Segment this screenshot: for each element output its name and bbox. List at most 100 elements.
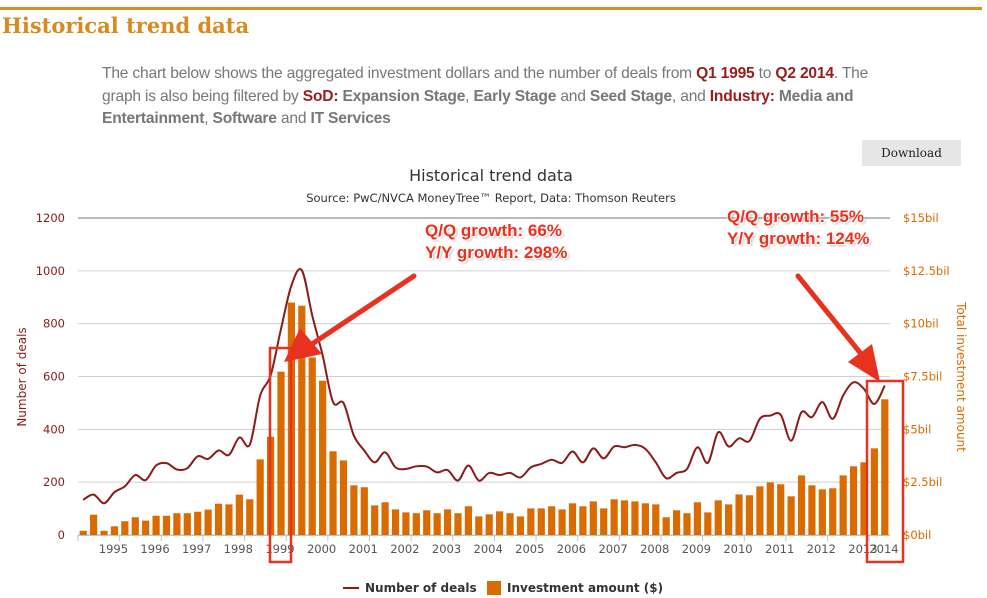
x-tick-label: 1996	[140, 542, 169, 556]
x-tick-label: 1995	[99, 542, 128, 556]
investment-bar	[475, 516, 483, 535]
x-tick-label: 1997	[182, 542, 211, 556]
arrow-icon	[795, 273, 880, 382]
investment-bar	[194, 511, 202, 535]
investment-bar	[298, 305, 306, 535]
investment-bar	[537, 508, 545, 535]
sod-early: Early Stage	[473, 87, 557, 105]
investment-bar	[162, 515, 171, 535]
investment-bar	[641, 503, 649, 535]
investment-bar	[246, 499, 254, 535]
investment-bar	[683, 513, 691, 535]
intro-text: ,	[204, 110, 213, 127]
industry-it: IT Services	[310, 110, 391, 127]
end-quarter: Q2 2014	[775, 65, 834, 82]
investment-bar	[870, 448, 878, 535]
intro-text: ,	[465, 87, 474, 105]
y2-tick-label: $5bil	[903, 422, 931, 436]
investment-bar	[79, 530, 87, 535]
legend-item-investment[interactable]: Investment amount ($)	[487, 581, 663, 595]
investment-bar	[454, 513, 462, 535]
legend-label-deals: Number of deals	[365, 581, 477, 595]
investment-bar	[423, 510, 431, 535]
investment-bar	[568, 503, 577, 535]
investment-bar	[319, 380, 327, 535]
investment-bar	[777, 484, 785, 535]
annotation-1999: Q/Q growth: 66% Y/Y growth: 298%	[425, 220, 567, 264]
investment-bar	[672, 510, 681, 535]
y2-axis-title: Total investment amount	[954, 301, 968, 452]
investment-bar	[735, 494, 743, 535]
x-tick-label: 2009	[682, 542, 711, 556]
investment-bar	[579, 506, 587, 535]
legend-bar-swatch	[487, 581, 501, 595]
legend-item-deals[interactable]: Number of deals	[343, 581, 477, 595]
investment-bar	[589, 501, 597, 535]
investment-bar	[558, 509, 566, 535]
investment-bar	[693, 502, 702, 535]
deals-line	[82, 268, 886, 505]
investment-bar	[204, 509, 212, 535]
x-tick-label: 2007	[598, 542, 627, 556]
investment-bar	[881, 399, 889, 535]
investment-bar	[183, 513, 191, 535]
investment-bar	[506, 513, 514, 535]
x-tick-label: 2004	[474, 542, 503, 556]
investment-bar	[412, 513, 420, 535]
y2-tick-label: $7.5bil	[903, 370, 942, 384]
investment-bar	[142, 520, 150, 535]
intro-text: . The graph is also being filtered by	[102, 65, 869, 105]
investment-bar	[704, 512, 712, 535]
annotation-yy-growth: Y/Y growth: 124%	[727, 229, 870, 248]
investment-bar	[860, 462, 868, 535]
x-tick-label: 2013	[848, 542, 877, 556]
x-tick-label: 2003	[432, 542, 461, 556]
x-tick-label: 1999	[265, 542, 294, 556]
y-tick-label: 1200	[36, 211, 65, 225]
investment-bar	[714, 500, 722, 535]
top-rule	[0, 7, 982, 10]
investment-bar	[787, 496, 795, 535]
investment-bar	[527, 508, 535, 535]
investment-bar	[620, 500, 629, 535]
arrow-icon	[284, 273, 417, 362]
investment-bar	[329, 451, 337, 535]
intro-text: to	[754, 65, 776, 82]
x-tick-label: 2001	[349, 542, 378, 556]
chart-subtitle: Source: PwC/NVCA MoneyTree™ Report, Data…	[306, 191, 676, 205]
x-tick-label: 2010	[723, 542, 752, 556]
y2-tick-label: $2.5bil	[903, 475, 942, 489]
investment-bar	[339, 460, 348, 535]
annotation-yy-growth: Y/Y growth: 298%	[425, 243, 568, 262]
x-tick-label: 2008	[640, 542, 669, 556]
investment-bar	[131, 517, 139, 535]
x-tick-label: 2006	[557, 542, 586, 556]
intro-text: and	[276, 110, 311, 127]
investment-bar	[256, 459, 264, 535]
y-tick-label: 1000	[36, 264, 65, 278]
investment-bar	[90, 514, 98, 535]
investment-bar	[391, 509, 400, 535]
legend-label-investment: Investment amount ($)	[507, 581, 663, 595]
download-button[interactable]: Download	[862, 140, 961, 166]
sod-seed: Seed Stage	[589, 87, 672, 105]
investment-bar	[516, 516, 525, 535]
investment-bar	[464, 506, 472, 535]
investment-bar	[173, 513, 181, 535]
investment-bar	[433, 513, 441, 535]
investment-bar	[797, 475, 806, 535]
intro-text: and	[556, 87, 590, 105]
investment-bar	[381, 502, 389, 535]
investment-bar	[756, 486, 764, 535]
y2-tick-label: $0bil	[903, 528, 931, 542]
sod-expansion: Expansion Stage	[342, 87, 466, 105]
y-tick-label: 200	[43, 475, 65, 489]
intro-text: , and	[671, 87, 710, 105]
y2-tick-label: $15bil	[903, 211, 939, 225]
start-quarter: Q1 1995	[696, 65, 755, 82]
investment-bar	[849, 466, 858, 535]
y2-tick-label: $12.5bil	[903, 264, 950, 278]
investment-bar	[610, 499, 618, 535]
industry-software: Software	[212, 110, 277, 127]
investment-bar	[402, 512, 410, 535]
